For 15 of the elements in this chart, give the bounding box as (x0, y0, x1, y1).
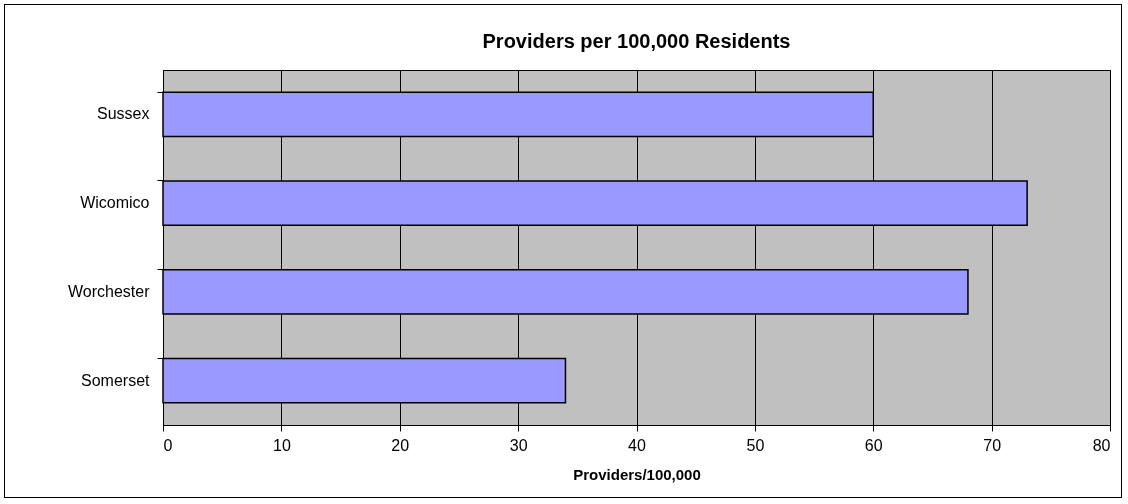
x-tick-label: 80 (1092, 436, 1111, 454)
x-tick-label: 50 (746, 436, 765, 454)
x-tick-label: 40 (628, 436, 646, 454)
x-tick-label: 10 (272, 436, 291, 454)
y-tick-label: Worchester (67, 282, 151, 300)
x-axis-title: Providers/100,000 (573, 465, 701, 483)
chart-title: Providers per 100,000 Residents (482, 30, 791, 52)
x-tick-label: 70 (983, 436, 1002, 454)
x-tick-label: 0 (163, 436, 173, 454)
y-tick-label: Wicomico (80, 194, 150, 212)
x-tick-label: 20 (391, 436, 410, 454)
y-tick-label: Somerset (81, 371, 151, 389)
y-tick-label: Sussex (97, 105, 150, 123)
x-tick-label: 30 (509, 436, 528, 454)
x-tick-label: 60 (864, 436, 883, 454)
